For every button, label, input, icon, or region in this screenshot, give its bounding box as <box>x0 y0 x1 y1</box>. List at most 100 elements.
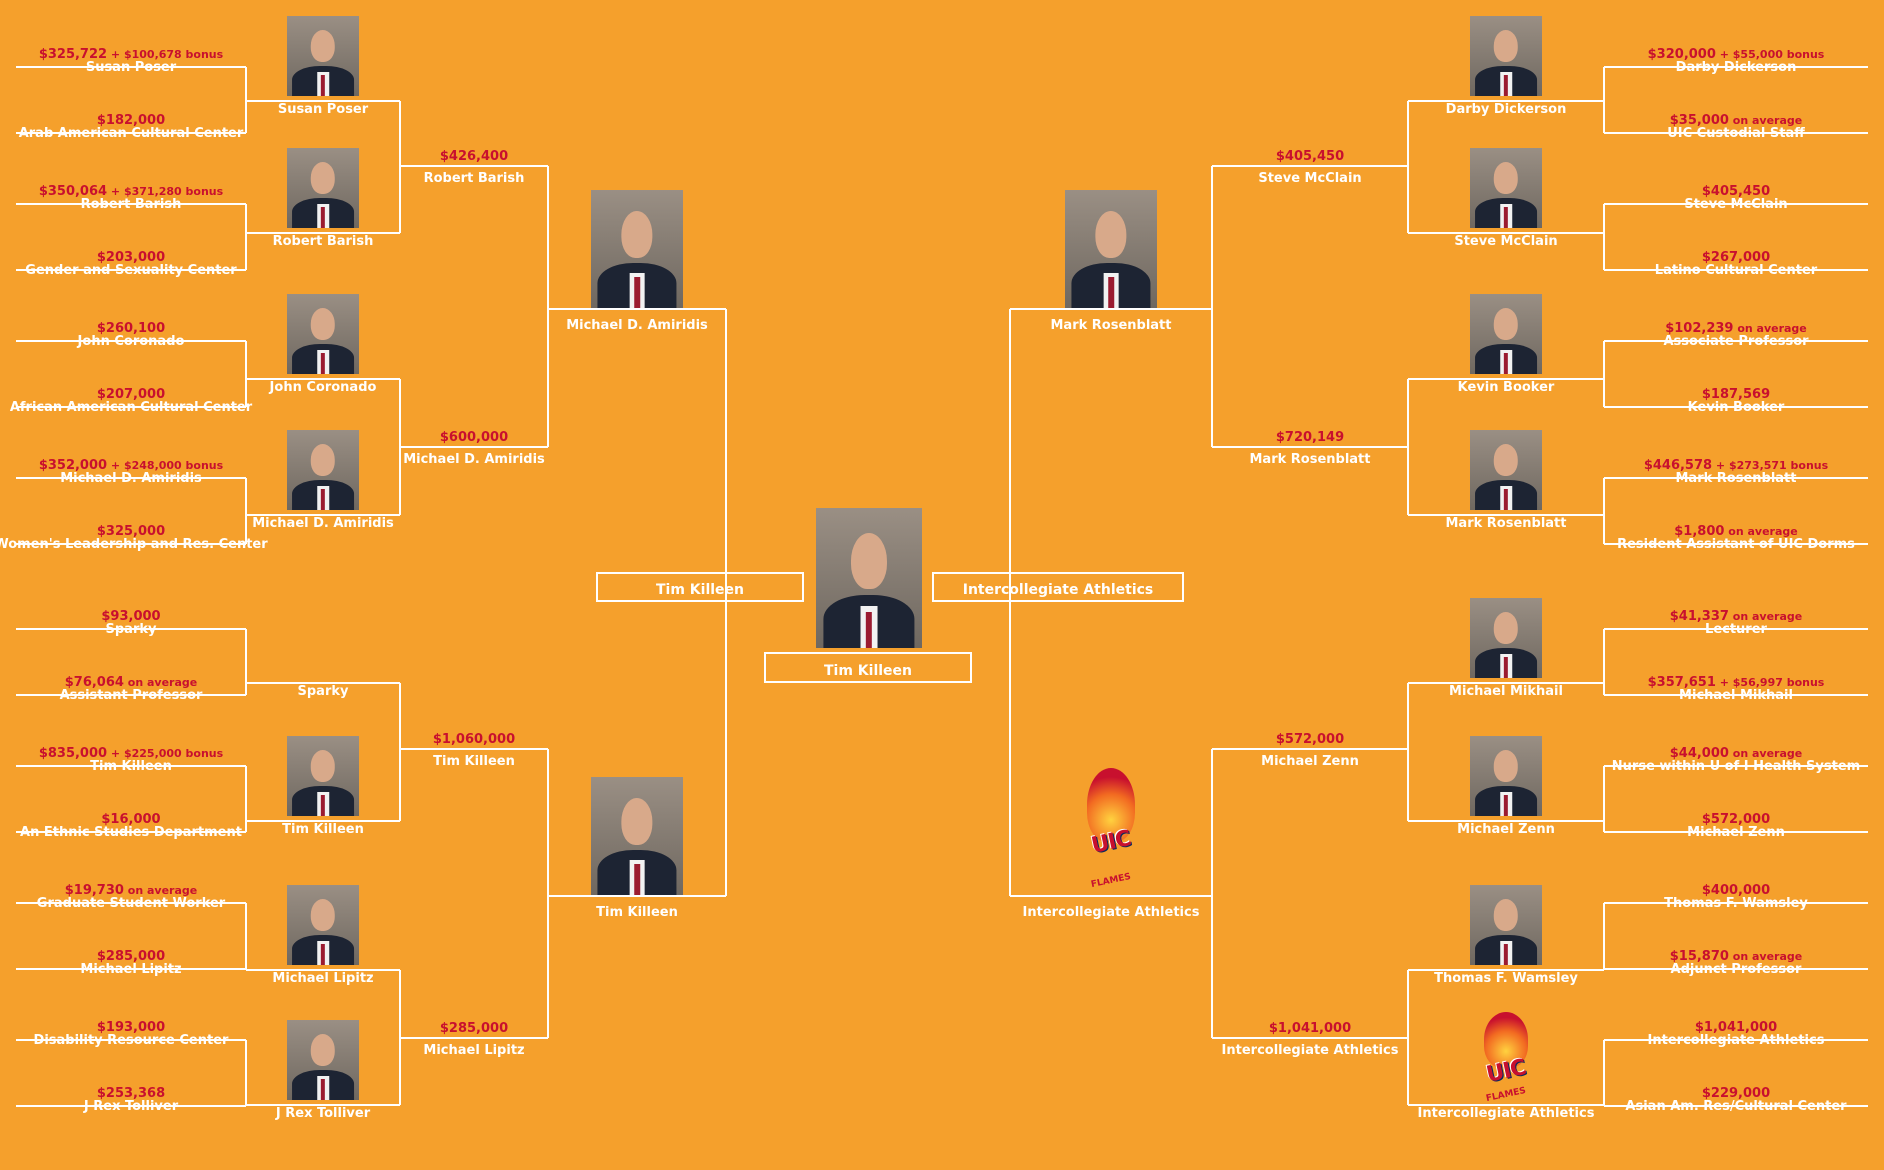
entrant-amount: $203,000 <box>0 250 431 265</box>
person-photo <box>1470 16 1542 96</box>
salary-value: $15,870 <box>1669 949 1729 964</box>
salary-note: on average <box>1728 950 1803 963</box>
round3-amount: $426,400 <box>439 149 509 164</box>
entrant-name: Assistant Professor <box>59 688 203 703</box>
round2-name: Michael Zenn <box>1457 822 1555 837</box>
entrant-amount: $325,000 <box>0 524 431 539</box>
round3-name: Intercollegiate Athletics <box>1221 1043 1399 1058</box>
entrant-amount: $572,000 <box>1436 812 1884 827</box>
salary-value: $35,000 <box>1669 113 1729 128</box>
salary-value: $267,000 <box>1701 250 1771 265</box>
salary-note: + $56,997 bonus <box>1715 676 1825 689</box>
entrant-name: Asian Am. Res/Cultural Center <box>1625 1099 1847 1114</box>
salary-value: $19,730 <box>64 883 124 898</box>
entrant-amount: $352,000 + $248,000 bonus <box>0 458 431 473</box>
uic-flames-logo: UIC FLAMES <box>1073 768 1149 890</box>
salary-value: $357,651 <box>1647 675 1716 690</box>
entrant-name: Mark Rosenblatt <box>1675 471 1797 486</box>
salary-value: $446,578 <box>1643 458 1713 473</box>
round2-name: Kevin Booker <box>1457 380 1555 395</box>
person-photo <box>287 736 359 816</box>
round2-name: Michael D. Amiridis <box>252 516 394 531</box>
entrant-amount: $182,000 <box>0 113 431 128</box>
entrant-amount: $253,368 <box>0 1086 431 1101</box>
person-photo <box>287 294 359 374</box>
champion-name: Tim Killeen <box>823 663 912 679</box>
round3-name: Michael D. Amiridis <box>403 452 545 467</box>
person-photo <box>287 885 359 965</box>
round2-name: John Coronado <box>269 380 377 395</box>
round3-name: Steve McClain <box>1258 171 1362 186</box>
round3-name: Tim Killeen <box>433 754 515 769</box>
entrant-name: Nurse within U of I Health System <box>1611 759 1861 774</box>
salary-value: $203,000 <box>96 250 166 265</box>
round3-amount: $600,000 <box>439 430 509 445</box>
entrant-amount: $260,100 <box>0 321 431 336</box>
entrant-name: Darby Dickerson <box>1675 60 1797 75</box>
uic-flames-logo: UIC FLAMES <box>1471 1012 1541 1104</box>
salary-value: $193,000 <box>96 1020 166 1035</box>
champion-box: Tim Killeen <box>764 652 972 683</box>
salary-value: $400,000 <box>1701 883 1771 898</box>
entrant-amount: $102,239 on average <box>1436 321 1884 336</box>
entrant-name: Sparky <box>105 622 157 637</box>
person-photo <box>287 148 359 228</box>
entrant-amount: $400,000 <box>1436 883 1884 898</box>
entrant-amount: $93,000 <box>0 609 431 624</box>
salary-note: + $371,280 bonus <box>107 185 224 198</box>
final-left-box: Tim Killeen <box>596 572 804 602</box>
salary-value: $41,337 <box>1669 609 1729 624</box>
salary-note: + $273,571 bonus <box>1712 459 1829 472</box>
salary-value: $325,722 <box>38 47 108 62</box>
salary-value: $260,100 <box>96 321 166 336</box>
entrant-name: An Ethnic Studies Department <box>20 825 242 840</box>
entrant-amount: $320,000 + $55,000 bonus <box>1436 47 1884 62</box>
round3-amount: $285,000 <box>439 1021 509 1036</box>
entrant-amount: $187,569 <box>1436 387 1884 402</box>
salary-note: + $55,000 bonus <box>1715 48 1825 61</box>
entrant-amount: $1,041,000 <box>1436 1020 1884 1035</box>
salary-value: $320,000 <box>1647 47 1716 62</box>
salary-value: $405,450 <box>1701 184 1771 199</box>
entrant-amount: $41,337 on average <box>1436 609 1884 624</box>
round2-name: Steve McClain <box>1454 234 1558 249</box>
round3-amount: $572,000 <box>1275 732 1345 747</box>
entrant-name: Thomas F. Wamsley <box>1664 896 1808 911</box>
salary-value: $229,000 <box>1701 1086 1771 1101</box>
round3-amount: $1,041,000 <box>1268 1021 1352 1036</box>
entrant-name: African American Cultural Center <box>9 400 253 415</box>
entrant-name: Adjunct Professor <box>1670 962 1802 977</box>
entrant-amount: $193,000 <box>0 1020 431 1035</box>
salary-note: + $100,678 bonus <box>107 48 224 61</box>
round3-amount: $720,149 <box>1275 430 1345 445</box>
round2-name: Darby Dickerson <box>1445 102 1567 117</box>
person-photo <box>1470 430 1542 510</box>
entrant-amount: $357,651 + $56,997 bonus <box>1436 675 1884 690</box>
entrant-amount: $19,730 on average <box>0 883 431 898</box>
entrant-amount: $76,064 on average <box>0 675 431 690</box>
round3-name: Michael Zenn <box>1261 754 1359 769</box>
entrant-amount: $350,064 + $371,280 bonus <box>0 184 431 199</box>
round3-amount: $1,060,000 <box>432 732 516 747</box>
final-left-name: Tim Killeen <box>655 582 744 598</box>
salary-value: $1,041,000 <box>1694 1020 1778 1035</box>
round2-name: Thomas F. Wamsley <box>1434 971 1578 986</box>
entrant-name: Associate Professor <box>1663 334 1809 349</box>
round4-name: Tim Killeen <box>596 905 678 920</box>
person-photo <box>1470 736 1542 816</box>
entrant-amount: $446,578 + $273,571 bonus <box>1436 458 1884 473</box>
round2-name: Intercollegiate Athletics <box>1417 1106 1595 1121</box>
entrant-name: Arab American Cultural Center <box>18 126 244 141</box>
round3-name: Mark Rosenblatt <box>1249 452 1371 467</box>
person-photo <box>1470 885 1542 965</box>
salary-value: $16,000 <box>101 812 161 827</box>
entrant-amount: $15,870 on average <box>1436 949 1884 964</box>
entrant-name: John Coronado <box>77 334 185 349</box>
entrant-name: Michael Zenn <box>1687 825 1785 840</box>
round3-name: Michael Lipitz <box>423 1043 525 1058</box>
salary-note: on average <box>123 884 198 897</box>
entrant-name: UIC Custodial Staff <box>1667 126 1805 141</box>
entrant-amount: $285,000 <box>0 949 431 964</box>
salary-value: $102,239 <box>1665 321 1734 336</box>
